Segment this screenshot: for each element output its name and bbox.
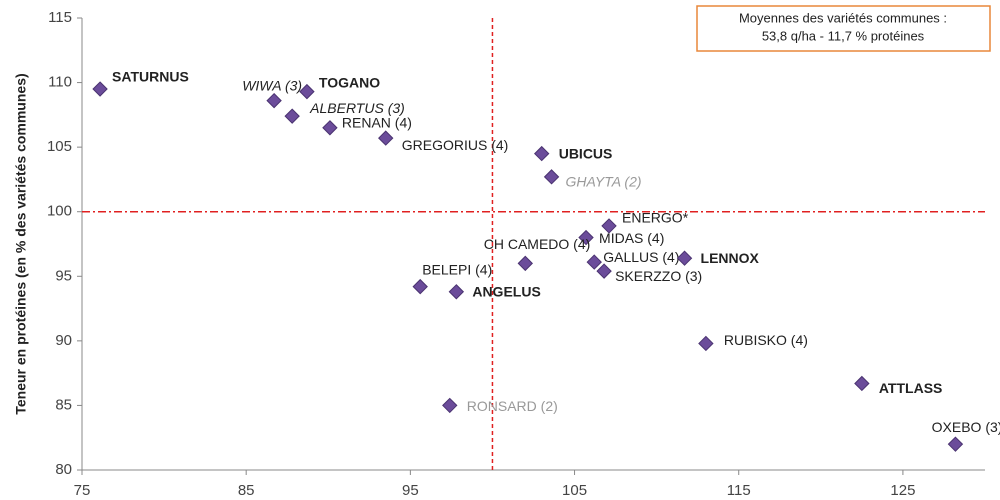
x-tick-label: 115 (727, 482, 751, 499)
point (299, 83, 315, 100)
point-label: GALLUS (4) (603, 249, 679, 265)
x-tick-label: 105 (562, 482, 587, 499)
point-label: WIWA (3) (242, 77, 302, 93)
y-tick-label: 105 (47, 138, 72, 155)
x-tick-label: 125 (890, 482, 915, 499)
point (676, 250, 693, 266)
point-label: OXEBO (3) (932, 419, 1000, 435)
point (543, 169, 560, 185)
y-tick-label: 100 (47, 203, 72, 220)
point-label: SKERZZO (3) (615, 268, 702, 284)
y-tick-label: 90 (55, 332, 72, 349)
y-tick-label: 95 (55, 267, 72, 284)
point (947, 436, 964, 452)
point (412, 278, 428, 295)
point (92, 81, 108, 97)
point-label: UBICUS (559, 145, 613, 161)
point-label: GREGORIUS (4) (402, 137, 509, 153)
point (854, 375, 870, 392)
y-tick-label: 110 (48, 74, 72, 91)
point-label: RUBISKO (4) (724, 332, 808, 348)
point-label: ALBERTUS (3) (309, 100, 405, 116)
point (442, 397, 458, 414)
point-label: TOGANO (319, 74, 380, 90)
y-tick-label: 85 (55, 396, 72, 413)
annotation-line: 53,8 q/ha - 11,7 % protéines (762, 28, 925, 43)
point-label: MIDAS (4) (599, 230, 664, 246)
x-tick-label: 75 (74, 482, 91, 499)
point (322, 120, 338, 136)
point-label: ATTLASS (879, 380, 943, 396)
point-label: BELEPI (4) (422, 261, 492, 277)
annotation-line: Moyennes des variétés communes : (739, 10, 947, 25)
point (578, 229, 594, 246)
point-label: CH CAMEDO (4) (484, 236, 591, 252)
point (698, 335, 714, 352)
annotation-box (696, 5, 991, 52)
point (586, 254, 602, 270)
point (378, 130, 394, 146)
point-label: SATURNUS (112, 69, 189, 85)
point (517, 255, 533, 272)
point (534, 145, 550, 162)
point (266, 92, 282, 109)
point (596, 263, 612, 279)
point-label: GHAYTA (2) (566, 174, 642, 190)
point (448, 284, 465, 300)
point-label: RONSARD (2) (467, 398, 558, 414)
point-label: LENNOX (701, 250, 760, 266)
x-tick-label: 85 (238, 482, 255, 499)
y-tick-label: 115 (48, 9, 72, 26)
point (284, 108, 300, 124)
point (601, 218, 617, 234)
point-label: RENAN (4) (342, 114, 412, 130)
y-tick-label: 80 (55, 461, 72, 478)
point-label: ANGELUS (472, 283, 540, 299)
x-tick-label: 95 (402, 482, 419, 499)
y-axis-label: Teneur en protéines (en % des variétés c… (13, 73, 29, 414)
point-label: ENERGO* (622, 210, 689, 226)
